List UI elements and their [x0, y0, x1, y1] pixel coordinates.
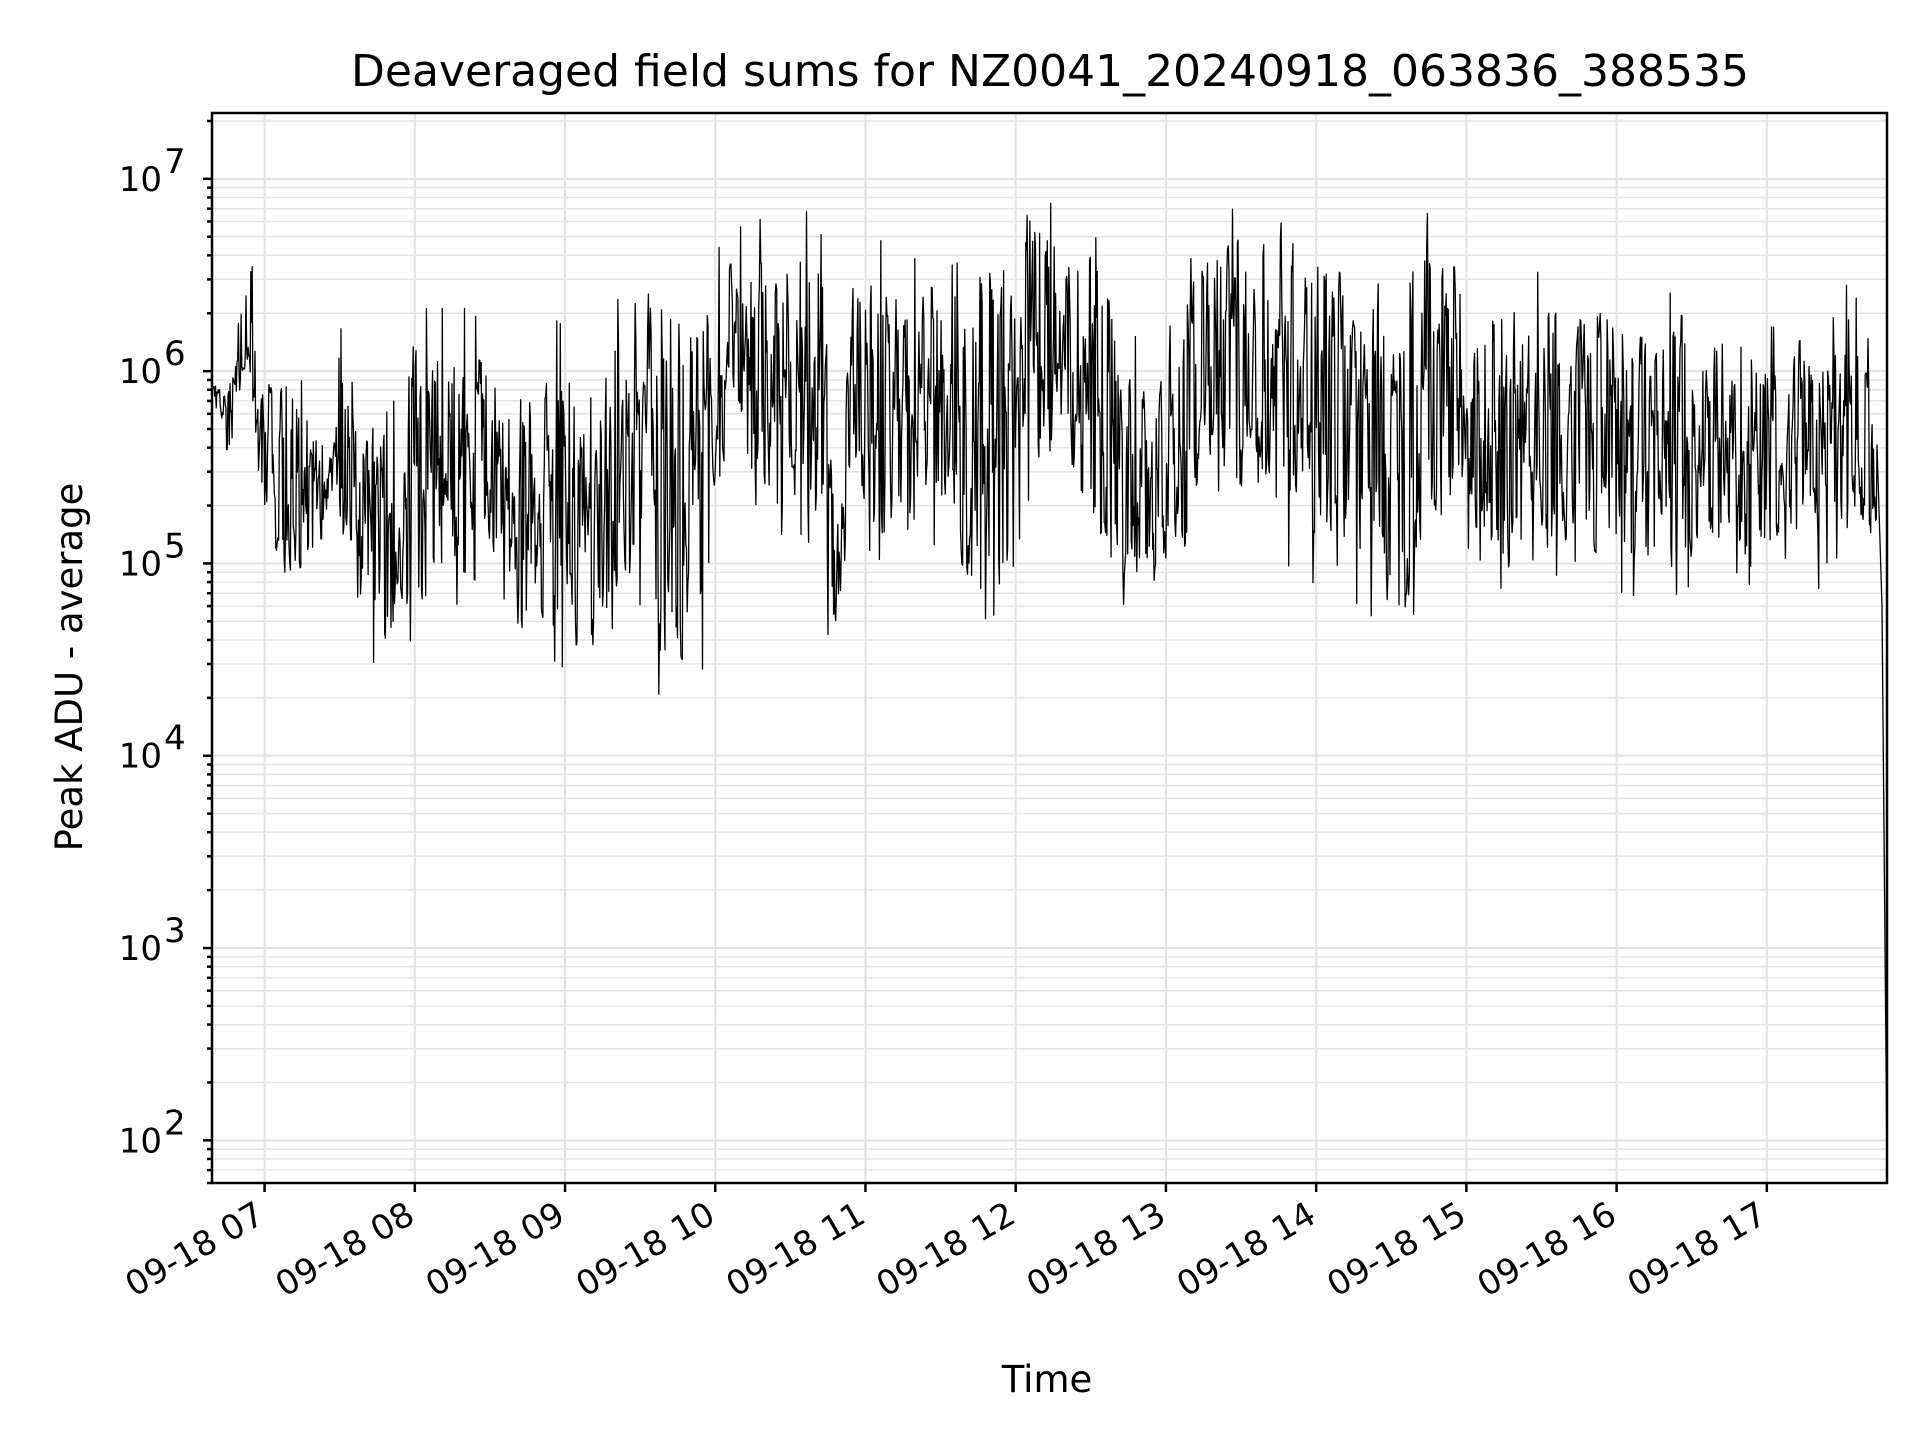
y-tick-label: 10: [119, 352, 162, 392]
x-tick-label: 09-18 07: [119, 1194, 271, 1305]
y-tick-exponent: 2: [164, 1103, 186, 1143]
grid-lines: [212, 113, 1887, 1184]
y-tick-label: 10: [119, 160, 162, 200]
y-tick-exponent: 5: [164, 526, 186, 566]
y-tick-label: 10: [119, 929, 162, 969]
x-tick-label: 09-18 15: [1320, 1194, 1472, 1305]
x-tick-label: 09-18 13: [1020, 1194, 1172, 1305]
y-tick-exponent: 7: [164, 142, 186, 182]
x-tick-label: 09-18 08: [269, 1194, 421, 1305]
x-tick-label: 09-18 14: [1170, 1194, 1322, 1305]
x-tick-label: 09-18 16: [1471, 1194, 1623, 1305]
x-tick-label: 09-18 09: [419, 1194, 571, 1305]
y-tick-exponent: 4: [164, 719, 186, 759]
x-tick-label: 09-18 10: [569, 1194, 721, 1305]
y-tick-label: 10: [119, 1121, 162, 1161]
chart-title: Deaveraged field sums for NZ0041_2024091…: [351, 46, 1749, 97]
x-tick-label: 09-18 17: [1621, 1194, 1773, 1305]
x-tick-label: 09-18 12: [870, 1194, 1022, 1305]
y-tick-exponent: 6: [164, 334, 186, 374]
series-line: [211, 202, 1888, 1171]
x-axis-label: Time: [1001, 1358, 1093, 1401]
y-axis-label: Peak ADU - average: [48, 483, 91, 852]
y-tick-label: 10: [119, 544, 162, 584]
plot-frame: [210, 111, 1889, 1185]
x-tick-label: 09-18 11: [720, 1194, 872, 1305]
y-tick-exponent: 3: [164, 911, 186, 951]
y-tick-label: 10: [119, 737, 162, 777]
